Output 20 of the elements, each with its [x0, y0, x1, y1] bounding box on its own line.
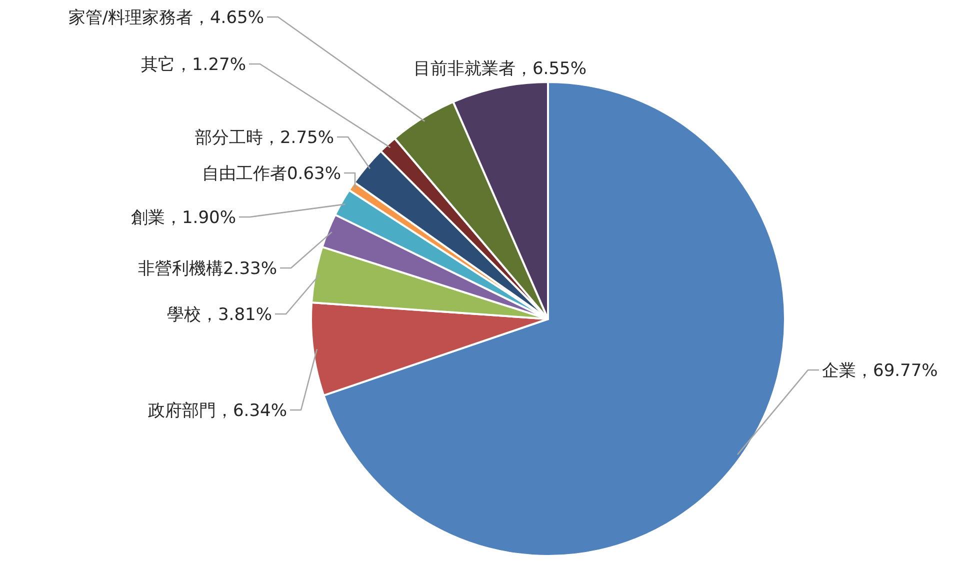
data-label: 2.33% [222, 259, 277, 279]
slice-label: 目前非就業者 [413, 59, 516, 79]
slice-label: 非營利機構 [138, 259, 223, 279]
slice-label: 學校 [166, 305, 201, 325]
slice-label: 企業 [822, 361, 856, 381]
data-label: ，69.77% [856, 361, 938, 381]
slice-label: 政府部門 [148, 401, 216, 421]
slice-label: 部分工時 [194, 128, 263, 148]
data-label: ，1.27% [174, 55, 246, 75]
slice-label: 自由工作者 [202, 164, 287, 184]
data-label: 0.63% [286, 164, 341, 184]
slice-label: 其它 [140, 55, 175, 75]
data-label: ，1.90% [164, 208, 236, 228]
data-label: ，3.81% [200, 305, 272, 325]
slice-label: 家管/料理家務者 [68, 8, 193, 28]
data-label: ，2.75% [262, 128, 334, 148]
data-label: ，6.34% [216, 401, 287, 421]
slice-label: 創業 [130, 208, 165, 228]
data-label: ，6.55% [515, 59, 587, 79]
data-label: ，4.65% [192, 8, 264, 28]
